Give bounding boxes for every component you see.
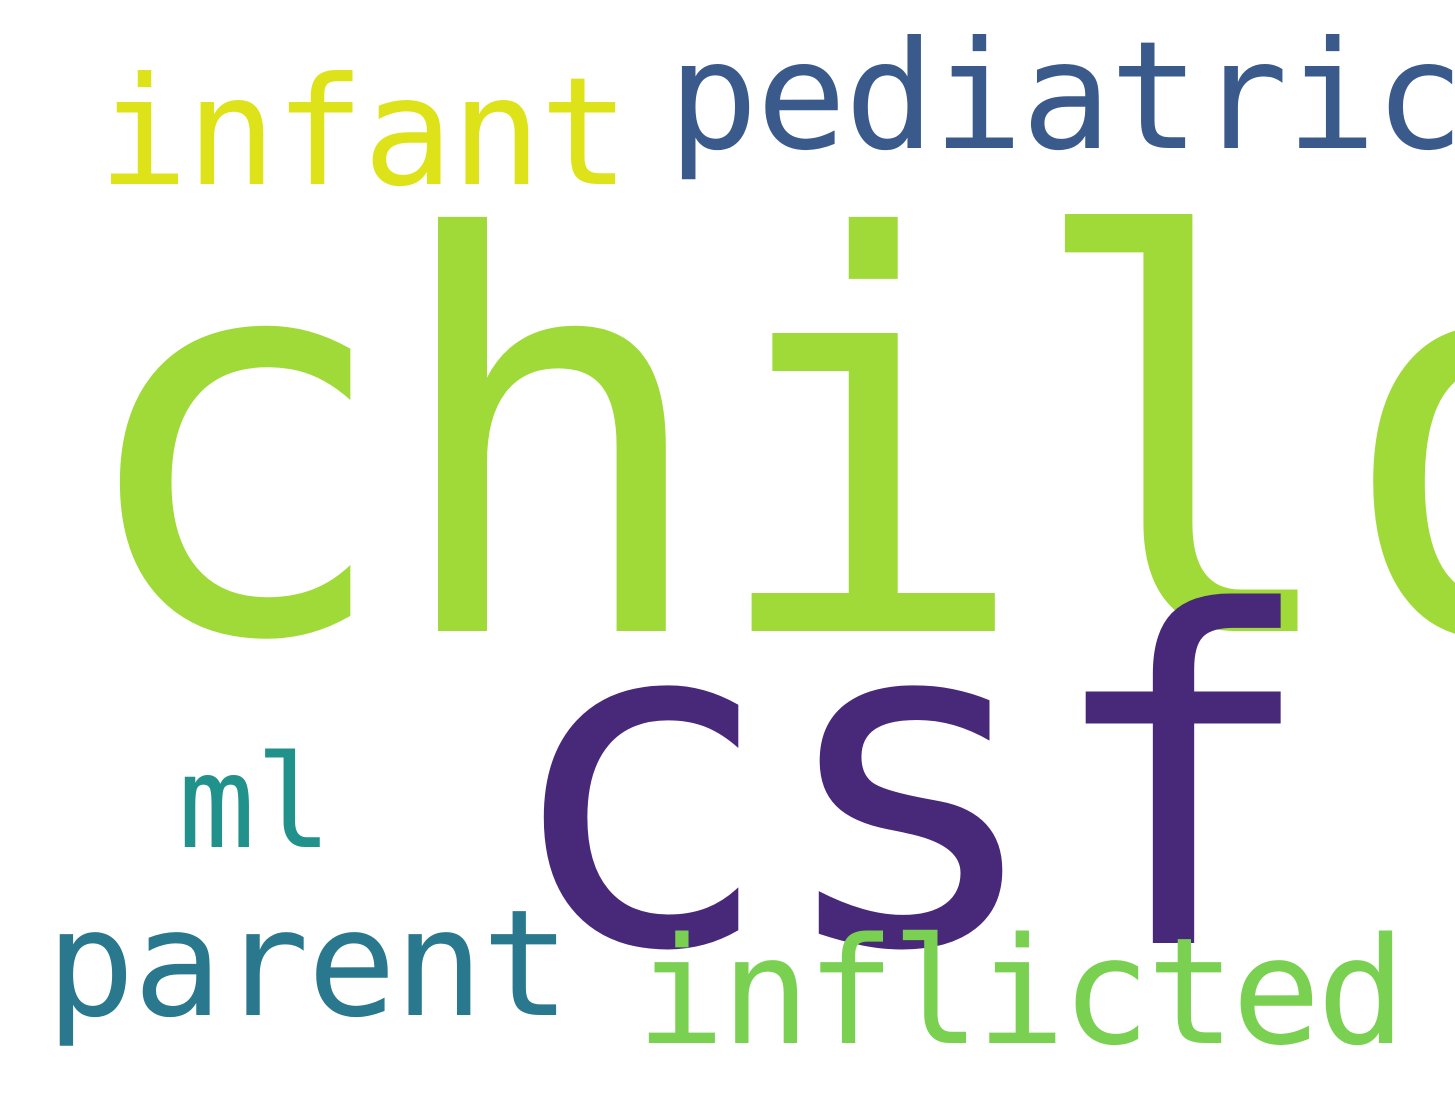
word-parent: parent xyxy=(46,878,571,1050)
word-pediatric: pediatric xyxy=(668,10,1455,184)
word-inflicted: inflicted xyxy=(636,906,1406,1078)
word-child: child xyxy=(68,125,1455,760)
word-infant: infant xyxy=(98,46,630,220)
word-csf: csf xyxy=(500,517,1319,1052)
word-ml: ml xyxy=(178,729,333,878)
